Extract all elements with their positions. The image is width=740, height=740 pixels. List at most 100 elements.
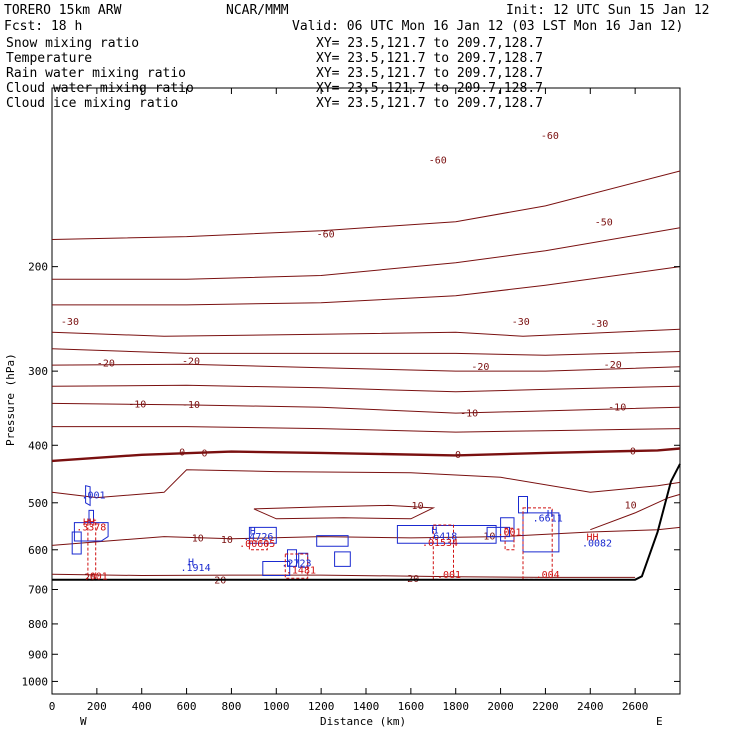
cloud-water-contour <box>334 551 351 567</box>
isotherm-label: -10 <box>460 408 478 419</box>
legend-field-xy: XY= 23.5,121.7 to 209.7,128.7 <box>316 36 543 51</box>
valid-time: Valid: 06 UTC Mon 16 Jan 12 (03 LST Mon … <box>292 19 683 34</box>
temperature-isotherm <box>51 348 681 356</box>
legend-field-label: Rain water mixing ratio <box>6 66 186 81</box>
maximum-label: .6418 <box>427 532 457 543</box>
rain-water-contour <box>432 524 454 580</box>
y-tick-label: 1000 <box>22 675 49 688</box>
x-tick-label: 1000 <box>263 700 290 713</box>
isotherm-label: -30 <box>61 317 79 328</box>
maximum-label: .001 <box>497 528 521 539</box>
maximum-label: HH <box>587 533 599 544</box>
isotherm-label: -10 <box>608 402 626 413</box>
rain-water-contours <box>87 507 553 581</box>
maximum-label: .001 <box>437 570 461 581</box>
isotherm-label: -30 <box>590 319 608 330</box>
maximum-label: .6611 <box>533 514 563 525</box>
isotherm-label: -10 <box>182 400 200 411</box>
cloud-water-contour <box>486 526 510 538</box>
isotherm-label: -60 <box>429 156 447 167</box>
temperature-isotherm <box>51 447 681 463</box>
y-tick-label: 300 <box>28 365 48 378</box>
legend-field-xy: XY= 23.5,121.7 to 209.7,128.7 <box>316 66 543 81</box>
x-tick-label: 1400 <box>353 700 380 713</box>
temperature-isotherm <box>51 384 681 393</box>
maximum-label: HH <box>83 517 95 528</box>
temperature-isotherm <box>51 363 681 372</box>
cloud-water-contour <box>71 531 82 555</box>
maximum-label: H <box>250 526 256 537</box>
cloud-water-contour <box>73 522 109 542</box>
plot-frame <box>51 87 681 695</box>
isotherm-label: 10 <box>625 500 637 511</box>
x-tick-label: 200 <box>87 700 107 713</box>
maximum-label: .01534 <box>422 538 458 549</box>
temperature-isotherm <box>52 227 681 280</box>
x-tick-label: 2600 <box>622 700 649 713</box>
temperature-isotherm <box>52 266 681 306</box>
forecast-hour: Fcst: 18 h <box>4 19 82 34</box>
isotherm-label: -20 <box>182 357 200 368</box>
isotherm-label: -50 <box>595 218 613 229</box>
isotherm-label: 20 <box>84 573 96 584</box>
y-tick-label: 900 <box>28 648 48 661</box>
temperature-isotherm <box>253 504 436 520</box>
cloud-water-contour <box>518 496 528 514</box>
legend-field-label: Cloud ice mixing ratio <box>6 96 178 111</box>
isotherm-label: -60 <box>541 131 559 142</box>
maximum-label: .2723 <box>281 558 311 569</box>
temperature-isotherm <box>51 469 681 499</box>
x-axis-label: Distance (km) <box>320 715 406 728</box>
cloud-water-contours <box>71 485 560 576</box>
temperature-contours: -60 -60 -60 -50 -30 -30 -30 -20 -20 -20 -20 -10 -10 -… <box>51 131 681 586</box>
legend-field-label: Temperature <box>6 51 92 66</box>
isotherm-label: -10 <box>128 399 146 410</box>
isotherm-label: 0 <box>455 450 461 461</box>
legend-field-xy: XY= 23.5,121.7 to 209.7,128.7 <box>316 51 543 66</box>
isotherm-label: 10 <box>221 535 233 546</box>
maximum-label: H <box>188 558 194 569</box>
legend-field-xy: XY= 23.5,121.7 to 209.7,128.7 <box>316 96 543 111</box>
temperature-isotherm <box>51 526 681 546</box>
isotherm-label: 0 <box>630 446 636 457</box>
temperature-isotherm <box>51 328 681 337</box>
maximum-label: .00605 <box>239 539 275 550</box>
isotherm-label: 0 <box>179 448 185 459</box>
isotherm-label: -60 <box>317 230 335 241</box>
x-tick-label: 1200 <box>308 700 335 713</box>
rain-water-contour <box>504 527 515 551</box>
x-tick-label: 800 <box>221 700 241 713</box>
y-tick-label: 700 <box>28 584 48 597</box>
cloud-water-contour <box>396 525 497 544</box>
maximum-label: .0082 <box>582 538 612 549</box>
x-tick-label: 0 <box>49 700 56 713</box>
maximum-label: H <box>547 509 553 520</box>
isotherm-label: -20 <box>471 362 489 373</box>
x-tick-label: 1600 <box>398 700 425 713</box>
temperature-isotherm <box>51 402 681 414</box>
isotherm-label: 10 <box>483 532 495 543</box>
field-legend: Snow mixing ratio XY= 23.5,121.7 to 209.7… <box>6 36 543 111</box>
model-title: TORERO 15km ARW <box>4 3 122 18</box>
x-tick-label: 2000 <box>487 700 514 713</box>
cloud-water-contour <box>316 535 349 547</box>
y-tick-label: 600 <box>28 544 48 557</box>
rain-water-contour <box>248 540 268 551</box>
x-tick-label: 400 <box>132 700 152 713</box>
temperature-isotherm <box>590 493 681 531</box>
y-axis-label: Pressure (hPa) <box>4 353 17 446</box>
y-tick-label: 200 <box>28 261 48 274</box>
rain-water-contour <box>284 553 309 579</box>
maximum-label: .001 <box>84 571 108 582</box>
cloud-water-contour <box>262 561 291 576</box>
isotherm-label: 0 <box>201 448 207 459</box>
y-tick-label: 800 <box>28 618 48 631</box>
isotherm-label: 10 <box>192 533 204 544</box>
isotherm-label: -20 <box>97 358 115 369</box>
temperature-isotherm <box>51 170 681 240</box>
maximum-label: .004 <box>536 570 560 581</box>
isotherm-label: -30 <box>512 317 530 328</box>
x-tick-label: 1800 <box>442 700 469 713</box>
